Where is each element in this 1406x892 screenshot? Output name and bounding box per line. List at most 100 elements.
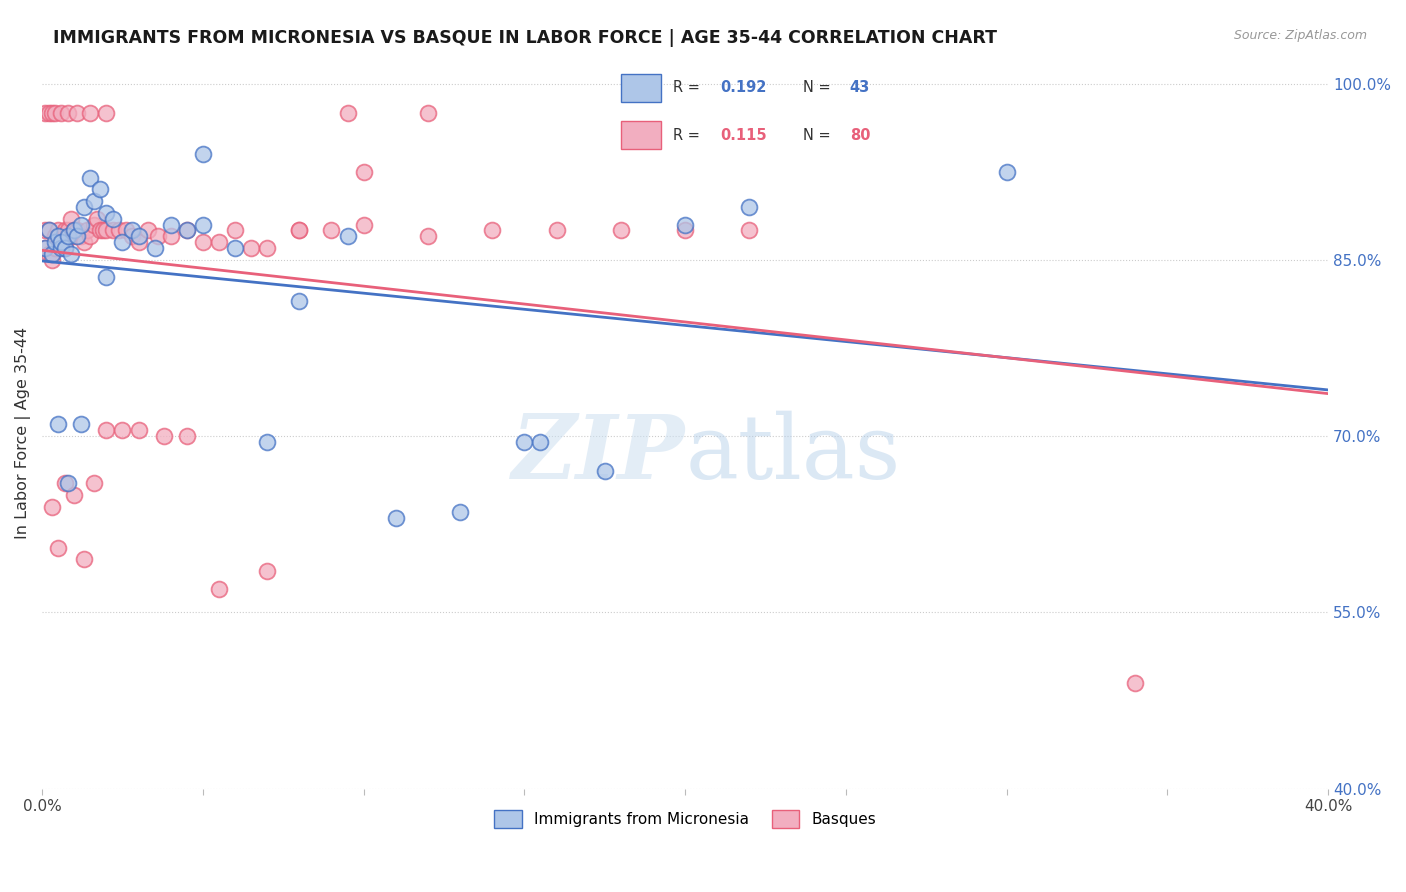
Point [128,423,150,437]
Point [288,223,311,237]
Point [63,488,86,502]
Point [51,235,73,250]
Point [44,241,66,255]
Point [56,229,79,244]
Point [176,223,198,237]
Point [83,194,105,208]
Point [34,106,56,120]
Point [995,165,1018,179]
Point [51,235,73,250]
Point [240,241,263,255]
Point [121,223,143,237]
Point [76,223,98,237]
Point [546,223,568,237]
Text: N =: N = [803,128,835,143]
Point [288,223,311,237]
Text: 80: 80 [849,128,870,143]
Point [51,106,73,120]
Point [69,218,91,232]
Point [191,235,214,250]
Point [191,147,214,161]
Point [673,223,696,237]
Point [146,229,169,244]
Text: IMMIGRANTS FROM MICRONESIA VS BASQUE IN LABOR FORCE | AGE 35-44 CORRELATION CHAR: IMMIGRANTS FROM MICRONESIA VS BASQUE IN … [53,29,997,46]
Point [38,223,60,237]
Point [738,223,761,237]
Point [336,229,359,244]
Point [34,223,56,237]
Point [83,476,105,491]
Point [79,170,101,185]
Point [38,106,60,120]
Point [38,223,60,237]
Point [91,223,114,237]
Point [41,247,63,261]
Text: R =: R = [673,80,704,95]
Point [416,106,439,120]
Point [593,464,616,478]
Point [41,500,63,514]
Point [46,223,69,237]
Point [53,241,76,255]
Point [60,229,83,244]
Point [108,223,131,237]
Point [63,229,86,244]
Point [191,218,214,232]
Point [128,229,150,244]
Point [69,229,91,244]
Point [44,106,66,120]
Point [53,223,76,237]
Point [121,229,143,244]
Y-axis label: In Labor Force | Age 35-44: In Labor Force | Age 35-44 [15,327,31,539]
Point [63,223,86,237]
Point [353,165,375,179]
Point [224,223,246,237]
Point [101,223,124,237]
Point [46,229,69,244]
Point [60,247,83,261]
Point [53,476,76,491]
Point [86,211,108,226]
Point [101,211,124,226]
Point [53,241,76,255]
Legend: Immigrants from Micronesia, Basques: Immigrants from Micronesia, Basques [488,805,883,834]
Point [256,434,278,449]
Point [56,476,79,491]
Text: N =: N = [803,80,835,95]
Point [529,434,551,449]
Point [208,235,231,250]
Text: atlas: atlas [685,411,900,498]
Text: ZIP: ZIP [512,411,685,498]
Point [111,235,134,250]
Point [176,223,198,237]
Point [46,541,69,555]
Point [159,218,181,232]
Text: R =: R = [673,128,704,143]
Point [34,241,56,255]
Point [353,218,375,232]
Point [610,223,633,237]
Point [79,106,101,120]
Point [738,200,761,214]
Point [34,241,56,255]
Point [44,235,66,250]
Point [321,223,343,237]
Text: 0.192: 0.192 [720,80,766,95]
Point [153,429,176,443]
Point [83,218,105,232]
Point [256,564,278,578]
Point [128,235,150,250]
Point [44,229,66,244]
Point [159,229,181,244]
Point [56,223,79,237]
Point [60,211,83,226]
Point [63,223,86,237]
Point [89,223,111,237]
Text: Source: ZipAtlas.com: Source: ZipAtlas.com [1233,29,1367,42]
Point [1123,675,1146,690]
Point [56,229,79,244]
Point [449,505,471,519]
Point [41,247,63,261]
Point [96,106,118,120]
Point [79,229,101,244]
